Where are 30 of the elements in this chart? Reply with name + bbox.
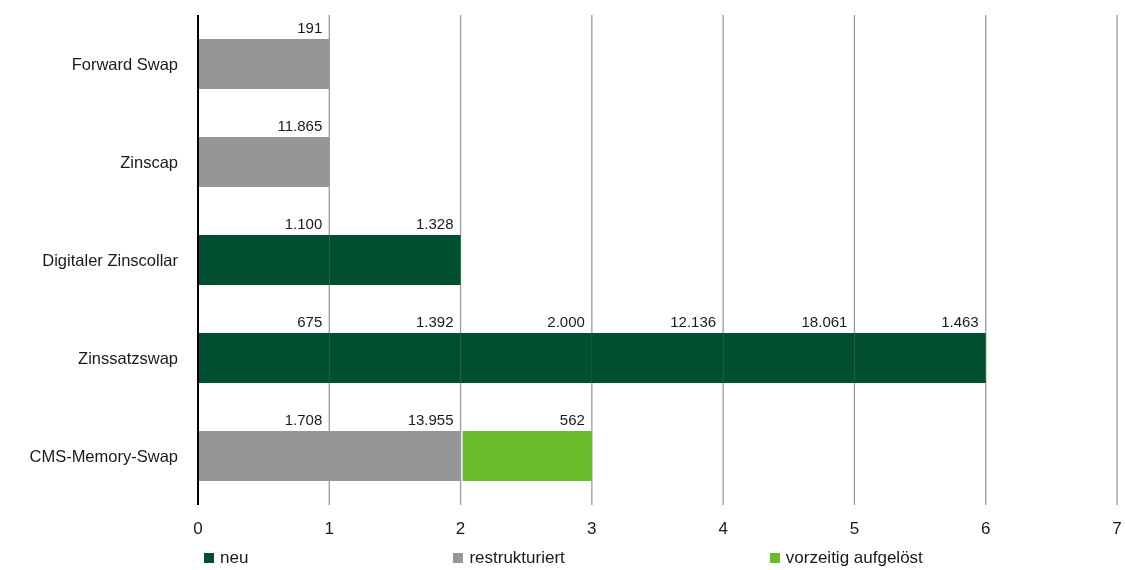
x-tick-label: 7	[1112, 519, 1122, 539]
y-tick-label: Digitaler Zinscollar	[42, 250, 179, 269]
y-tick-label: CMS-Memory-Swap	[29, 446, 178, 465]
x-tick-label: 5	[849, 519, 860, 539]
annotation: 1.708	[284, 411, 323, 428]
y-tick-label: Zinscap	[120, 152, 178, 171]
annotation: 1.100	[284, 215, 323, 232]
annotation: 1.328	[416, 215, 454, 232]
x-tick-label: 4	[718, 519, 728, 539]
annotation: 191	[297, 19, 323, 36]
annotation: 13.955	[407, 411, 454, 428]
legend-label: neu	[220, 548, 249, 568]
y-tick-label: Forward Swap	[71, 54, 178, 73]
annotation: 2.000	[547, 313, 585, 330]
annotation: 11.865	[277, 117, 323, 134]
x-tick-label: 0	[193, 519, 203, 539]
annotation: 1.392	[416, 313, 454, 330]
legend-label: vorzeitig aufgelöst	[785, 548, 923, 568]
annotation: 12.136	[670, 313, 717, 330]
annotation: 1.463	[941, 313, 979, 330]
x-tick-label: 1	[324, 519, 335, 539]
annotation: 18.061	[801, 313, 848, 330]
annotation: 562	[559, 411, 585, 428]
x-tick-label: 3	[587, 519, 597, 539]
legend-label: restrukturiert	[469, 548, 565, 568]
y-tick-label: Zinssatzswap	[78, 348, 178, 367]
x-tick-label: 6	[980, 519, 991, 539]
bar	[462, 431, 592, 481]
x-tick-label: 2	[455, 519, 466, 539]
annotation: 675	[297, 313, 323, 330]
